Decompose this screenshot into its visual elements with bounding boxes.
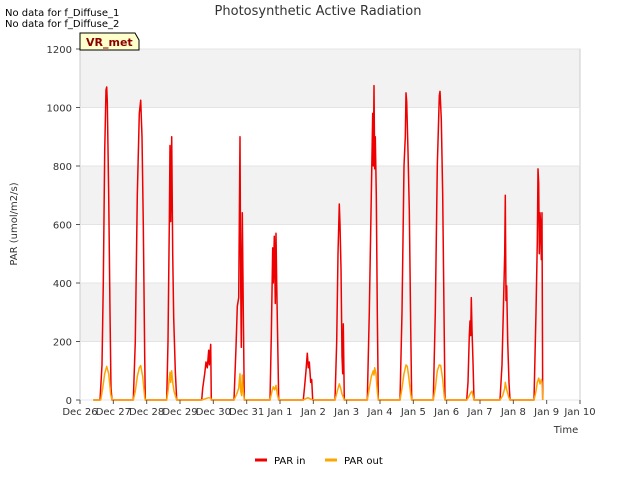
legend-label: PAR in <box>274 456 305 467</box>
x-tick-label: Jan 8 <box>500 407 526 418</box>
y-tick-label: 400 <box>53 279 72 290</box>
background-band <box>80 107 580 166</box>
y-tick-label: 600 <box>53 221 72 232</box>
y-tick-label: 800 <box>53 162 72 173</box>
badge-shape <box>79 32 140 51</box>
x-tick-label: Jan 4 <box>367 407 393 418</box>
background-band <box>80 341 580 400</box>
x-tick-label: Jan 5 <box>400 407 426 418</box>
background-band <box>80 166 580 225</box>
y-axis-title: PAR (umol/m2/s) <box>9 182 20 265</box>
background-band <box>80 49 580 108</box>
y-tick-label: 200 <box>53 338 72 349</box>
x-tick-label: Jan 1 <box>267 407 293 418</box>
badge-label: VR_met <box>86 36 133 49</box>
x-tick-label: Jan 6 <box>433 407 459 418</box>
x-tick-label: Dec 31 <box>229 407 264 418</box>
no-data-note: No data for f_Diffuse_2 <box>5 19 120 30</box>
x-tick-label: Dec 28 <box>129 407 164 418</box>
x-tick-label: Dec 30 <box>196 407 231 418</box>
background-band <box>80 283 580 342</box>
chart-title: Photosynthetic Active Radiation <box>215 4 422 19</box>
series-line-par-out <box>93 364 544 401</box>
legend: PAR in PAR out <box>255 456 383 467</box>
x-tick-label: Jan 10 <box>563 407 595 418</box>
series-group <box>93 84 544 401</box>
x-tick-label: Jan 9 <box>533 407 559 418</box>
y-tick-label: 0 <box>66 396 72 407</box>
x-tick-label: Jan 2 <box>300 407 326 418</box>
x-tick-label: Jan 7 <box>467 407 493 418</box>
x-tick-label: Dec 29 <box>162 407 197 418</box>
x-axis-title: Time <box>553 425 578 436</box>
background-band <box>80 224 580 283</box>
legend-label: PAR out <box>344 456 383 467</box>
y-tick-label: 1200 <box>47 45 72 56</box>
no-data-note: No data for f_Diffuse_1 <box>5 8 120 19</box>
x-tick-label: Jan 3 <box>333 407 359 418</box>
site-badge: VR_met <box>79 32 140 51</box>
y-tick-label: 1000 <box>47 104 72 115</box>
plot-background-bands <box>80 49 580 400</box>
x-tick-label: Dec 26 <box>62 407 97 418</box>
x-tick-label: Dec 27 <box>96 407 131 418</box>
